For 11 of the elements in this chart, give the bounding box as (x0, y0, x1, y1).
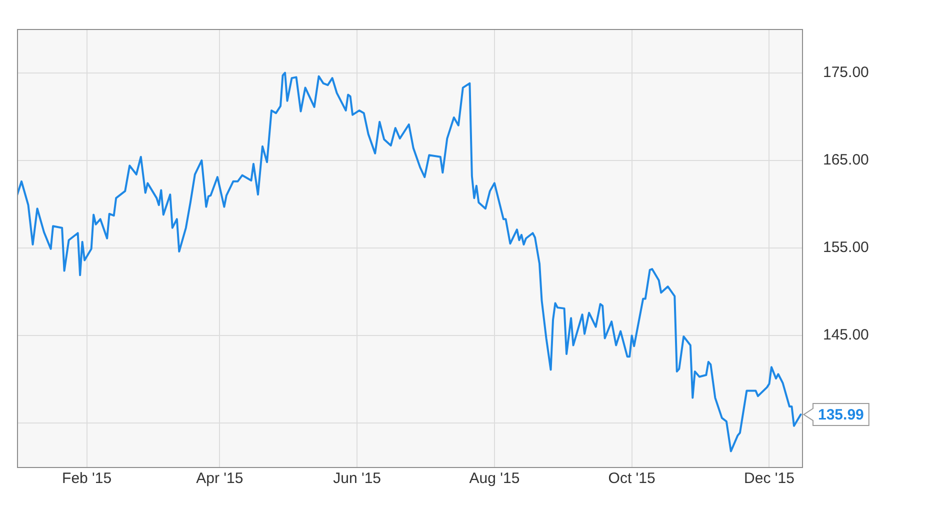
y-tick-label: 165.00 (823, 152, 869, 169)
x-tick-label: Jun '15 (333, 470, 382, 488)
annotation: 135.99 (818, 406, 864, 424)
x-tick-label: Aug '15 (469, 470, 520, 488)
y-tick-label: 145.00 (823, 326, 869, 344)
y-tick-label: 155.00 (823, 239, 869, 256)
x-tick-label: Apr '15 (196, 470, 244, 488)
x-tick-label: Feb '15 (62, 470, 112, 488)
y-tick-label: 175.00 (823, 64, 869, 81)
x-tick-label: Oct '15 (608, 470, 656, 488)
x-tick-label: Dec '15 (744, 470, 794, 488)
